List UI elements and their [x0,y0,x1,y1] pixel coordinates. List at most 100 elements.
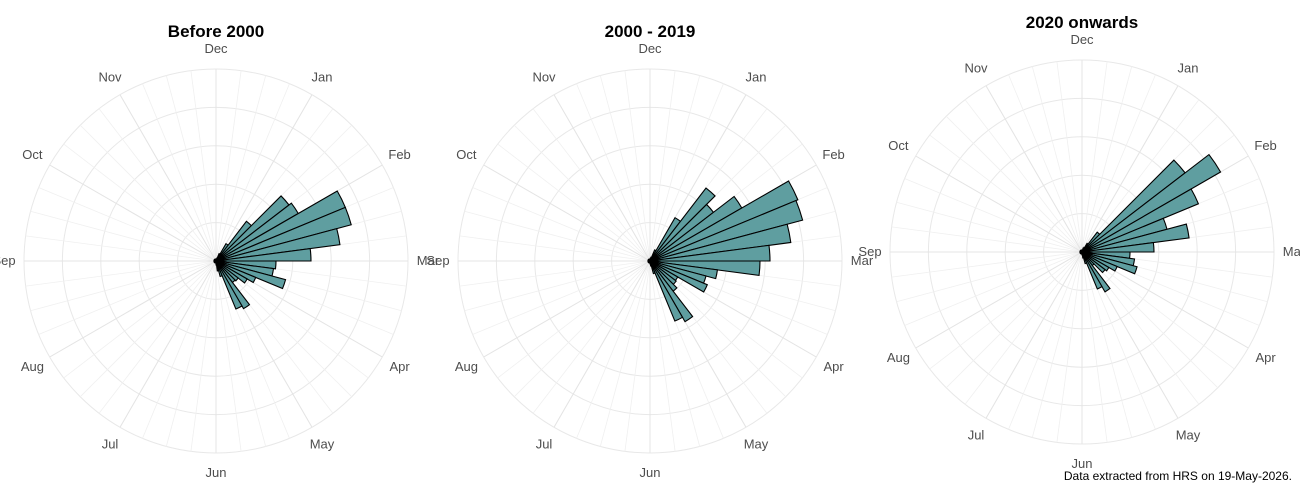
month-label: Feb [388,147,410,162]
grid-spoke-month [915,155,1083,253]
month-label: May [310,437,335,452]
month-label: Mar [851,253,874,268]
month-labels: Jan Feb Mar Apr May Jun Jul Aug Sep Oct Nov Dec [0,41,440,480]
month-label: Sep [0,253,16,268]
grid-spoke-month [985,85,1083,253]
month-label: Oct [888,138,909,153]
grid-spoke-minor [1081,251,1219,389]
month-label: Aug [455,359,478,374]
grid-spoke-minor [599,75,651,262]
grid-spoke-minor [38,260,217,335]
grid-spoke-minor [63,143,217,262]
grid-spoke-month [119,260,217,428]
month-label: Oct [456,147,477,162]
month-label: Apr [823,359,844,374]
grid-spoke-minor [1008,74,1083,253]
polar-bar [215,247,312,262]
grid-spoke-minor [25,235,217,262]
grid-spoke-minor [1081,66,1133,253]
grid-spoke-minor [215,70,242,262]
grid-spoke-minor [472,260,651,335]
polar-bar [1081,153,1222,253]
month-label: Apr [389,359,410,374]
grid-spoke-minor [891,251,1083,278]
polar-bars [647,180,804,323]
month-label: May [1176,428,1201,443]
polar-bar [649,260,684,322]
polar-chart-panel: Jan Feb Mar Apr May Jun Jul Aug Sep Oct Nov Dec2020… [858,13,1300,471]
grid-spoke-minor [896,251,1083,303]
grid-spoke-month [119,94,217,262]
month-label: May [744,437,769,452]
panel-title: Before 2000 [168,22,264,41]
polar-bar [1081,223,1190,253]
grid-spoke-month [553,260,651,428]
month-label: Feb [822,147,844,162]
grid-spoke-minor [1031,251,1083,438]
grid-spoke-minor [1056,251,1083,443]
grid-spoke-minor [532,108,651,262]
polar-chart-panel: Jan Feb Mar Apr May Jun Jul Aug Sep Oct Nov DecBefo… [0,22,440,480]
polar-bar [215,206,352,262]
polar-bar [1081,251,1103,290]
grid-spoke-minor [896,201,1083,253]
month-label: Jan [746,69,767,84]
grid-spoke-minor [964,99,1083,253]
grid-spoke-minor [63,260,217,379]
grid-spoke-minor [25,260,217,287]
month-label: Nov [532,69,556,84]
month-label: Jul [968,428,985,443]
grid-spoke-month [215,94,313,262]
month-label: Sep [426,253,449,268]
polar-bar [1081,251,1111,293]
month-label: Apr [1255,350,1276,365]
month-label: Jun [206,465,227,480]
polar-bar [649,199,804,262]
month-label: Nov [964,60,988,75]
grid-spoke-minor [215,75,267,262]
grid-spoke-minor [79,124,217,262]
grid-spoke-minor [472,187,651,262]
grid-spoke-minor [30,260,217,312]
polar-bars [1079,153,1222,293]
month-label: Jul [102,437,119,452]
grid-spoke-minor [904,251,1083,326]
grid-spoke-minor [98,260,217,414]
polar-bar [649,260,694,323]
polar-bar [215,260,251,310]
grid-spoke-month [49,164,217,262]
month-label: Sep [858,244,881,259]
grid-spoke-minor [464,260,651,312]
grid-spoke-minor [1081,61,1108,253]
month-label: Jun [640,465,661,480]
polar-bar [1081,188,1200,253]
grid-spoke-minor [891,226,1083,253]
grid-spoke-minor [1008,251,1083,430]
month-label: Nov [98,69,122,84]
grid-spoke-minor [215,260,267,447]
polar-bar [1081,241,1155,253]
grid-spoke-minor [964,251,1083,405]
grid-spoke-minor [649,75,701,262]
grid-spoke-minor [38,187,217,262]
polar-bar [215,227,341,262]
grid-spoke-minor [215,260,242,452]
grid-spoke-minor [1081,251,1108,443]
month-labels: Jan Feb Mar Apr May Jun Jul Aug Sep Oct Nov Dec [426,41,873,480]
grid-spoke-minor [165,75,217,262]
grid-spoke-minor [1081,99,1200,253]
grid-spoke-minor [1031,66,1083,253]
grid-spoke-minor [497,260,651,379]
polar-chart-panel: Jan Feb Mar Apr May Jun Jul Aug Sep Oct Nov Dec2000… [426,22,873,480]
month-label: Jul [536,437,553,452]
grid-spoke-month [553,94,651,262]
grid-spoke-minor [215,83,290,262]
grid-spoke-minor [649,260,701,447]
panel-title: 2000 - 2019 [605,22,696,41]
polar-bars [213,190,352,310]
polar-bar [649,180,799,262]
grid-spoke-minor [649,83,724,262]
grid-spoke-minor [98,108,217,262]
polar-bar [215,260,243,310]
